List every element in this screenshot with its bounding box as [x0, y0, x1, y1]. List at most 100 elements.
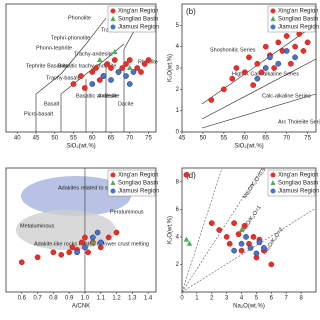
x-tick-label: 7: [285, 296, 289, 302]
point: [292, 43, 298, 50]
boundary-line: [201, 58, 317, 120]
boundary-line: [181, 167, 223, 293]
plot-frame: [181, 167, 317, 293]
point: [78, 239, 85, 246]
legend-box: [267, 169, 316, 197]
annotation: Peraluminous: [110, 209, 144, 215]
point: [58, 251, 65, 258]
annotation: Picro-basalt: [24, 111, 54, 117]
legend-symbol: [270, 24, 276, 30]
x-tick-label: 1: [195, 296, 199, 302]
point: [134, 65, 141, 71]
y-tick-label: 2: [176, 262, 180, 268]
legend-label: Songliao Basin: [118, 181, 158, 187]
point: [268, 261, 275, 268]
x-tick-label: 0.8: [49, 296, 58, 302]
point: [292, 54, 298, 61]
point: [119, 65, 126, 71]
point: [288, 60, 294, 67]
field: [16, 210, 116, 250]
point: [18, 259, 25, 266]
panel-label: (d): [186, 171, 196, 180]
x-tick-label: 55: [70, 136, 77, 142]
point: [256, 239, 263, 246]
annotation: Trachy-basalt: [46, 75, 80, 81]
x-tick-label: 70: [126, 136, 133, 142]
annotation: Phono-tephrite: [36, 45, 72, 51]
point: [216, 227, 223, 233]
point: [238, 240, 245, 247]
legend-symbol: [270, 16, 276, 21]
boundary-line: [123, 23, 139, 132]
x-tick-label: 3: [225, 296, 229, 302]
point: [104, 61, 111, 67]
point: [275, 60, 282, 67]
annotation: Arc Tholeiite Series: [278, 119, 320, 125]
x-tick-label: 5: [255, 296, 259, 302]
legend-label: Songliao Basin: [278, 17, 318, 23]
x-tick-label: 1.0: [81, 296, 90, 302]
y-tick-label: 6: [176, 207, 180, 213]
y-tick-label: 3: [176, 66, 180, 72]
point: [246, 54, 252, 61]
point: [243, 234, 249, 240]
point: [262, 65, 269, 71]
annotation: Dacite: [118, 101, 134, 107]
point: [223, 234, 230, 240]
y-tick-label: 4: [176, 234, 180, 240]
annotation: Phonolite: [68, 15, 91, 21]
annotation: Tephrite Basanite: [26, 63, 69, 69]
point: [96, 77, 103, 83]
x-tick-label: 0: [180, 296, 184, 302]
x-tick-label: 1.1: [97, 296, 106, 302]
point: [108, 65, 114, 71]
point: [231, 220, 237, 226]
point: [82, 234, 88, 241]
legend-label: Jiamusi Region: [278, 189, 319, 195]
point: [97, 239, 104, 246]
point: [34, 254, 41, 261]
point: [283, 48, 290, 54]
point: [208, 220, 215, 226]
point: [141, 61, 148, 67]
point: [126, 81, 133, 87]
point: [85, 249, 91, 256]
annotation: Trachy-andesite: [74, 51, 113, 57]
legend-symbol: [110, 16, 116, 21]
point: [254, 60, 261, 67]
annotation: Shoshonitic Series: [210, 47, 256, 53]
point: [183, 172, 190, 178]
panel-label: (b): [186, 7, 196, 16]
legend-symbol: [110, 188, 116, 194]
point: [93, 65, 99, 71]
point: [250, 82, 257, 88]
point: [235, 231, 242, 237]
point: [74, 249, 80, 256]
annotation: Adakites related to slab melting: [58, 185, 134, 191]
x-tick-label: 0.9: [65, 296, 74, 302]
point: [111, 49, 118, 54]
point: [82, 244, 88, 251]
point: [254, 75, 261, 82]
point: [123, 73, 129, 79]
point: [233, 65, 240, 71]
y-axis-title: K₂O(wt.%): [168, 216, 174, 244]
x-axis-title: A/CNK: [72, 304, 90, 310]
x-tick-label: 40: [14, 136, 21, 142]
plot-frame: [5, 3, 157, 133]
point: [241, 69, 248, 76]
point: [90, 239, 96, 245]
legend-symbol: [270, 180, 276, 185]
point: [138, 69, 144, 75]
x-tick-label: 1.3: [128, 296, 137, 302]
x-tick-label: 60: [241, 136, 248, 142]
point: [145, 57, 152, 63]
point: [250, 234, 257, 240]
point: [226, 240, 233, 247]
x-tick-label: 75: [145, 136, 152, 142]
legend-label: Xing'an Region: [118, 9, 159, 15]
point: [78, 73, 84, 79]
annotation: High-K Calc-alkaline Series: [232, 71, 299, 77]
x-tick-label: 45: [33, 136, 40, 142]
